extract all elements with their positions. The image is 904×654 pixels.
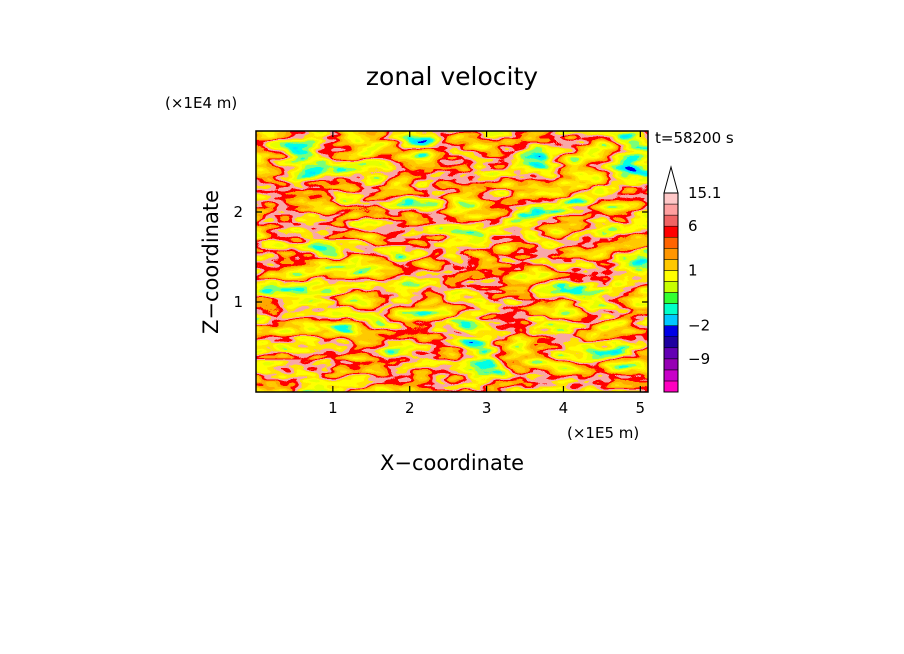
- colorbar-swatch: [663, 281, 679, 293]
- colorbar-swatch: [663, 325, 679, 337]
- chart-title: zonal velocity: [366, 62, 538, 91]
- colorbar-swatch: [663, 358, 679, 371]
- colorbar-swatch: [663, 380, 679, 393]
- colorbar-swatch: [663, 314, 679, 326]
- y-tick-label: 1: [233, 293, 243, 311]
- colorbar-swatch: [663, 214, 679, 227]
- x-axis-ticks: 1 2 3 4 5: [328, 131, 645, 417]
- colorbar-label: 6: [688, 217, 698, 235]
- x-axis-label: X−coordinate: [380, 451, 524, 475]
- colorbar-swatch: [663, 292, 679, 304]
- y-tick-label: 2: [233, 203, 243, 221]
- colorbar-swatch: [663, 236, 679, 249]
- x-tick-label: 3: [482, 399, 492, 417]
- y-axis-label: Z−coordinate: [199, 190, 223, 334]
- colorbar: −2 1 6 15.1 −9: [663, 165, 721, 393]
- colorbar-frame: [663, 192, 679, 393]
- y-axis-ticks: 12: [233, 203, 648, 311]
- colorbar-swatch: [663, 248, 679, 260]
- colorbar-label: −2: [688, 317, 710, 335]
- x-tick-label: 2: [405, 399, 415, 417]
- colorbar-swatch: [663, 203, 679, 216]
- colorbar-label: −9: [688, 350, 710, 368]
- plot-frame: [255, 130, 649, 393]
- x-unit-label: (×1E5 m): [567, 424, 639, 442]
- y-unit-label: (×1E4 m): [165, 94, 237, 112]
- colorbar-swatch: [663, 369, 679, 382]
- colorbar-swatch: [663, 347, 679, 360]
- colorbar-extend-arrow: [663, 165, 679, 194]
- colorbar-swatch: [663, 270, 679, 282]
- colorbar-swatch: [663, 225, 679, 238]
- x-tick-label: 4: [559, 399, 569, 417]
- colorbar-label: 15.1: [688, 184, 721, 202]
- colorbar-swatch: [663, 259, 679, 271]
- x-tick-label: 5: [636, 399, 646, 417]
- colorbar-swatch: [663, 192, 679, 205]
- time-label: t=58200 s: [655, 129, 734, 147]
- x-tick-label: 1: [328, 399, 338, 417]
- heatmap-field: [256, 131, 648, 392]
- colorbar-swatch: [663, 336, 679, 349]
- colorbar-swatch: [663, 303, 679, 315]
- colorbar-label: 1: [688, 261, 698, 279]
